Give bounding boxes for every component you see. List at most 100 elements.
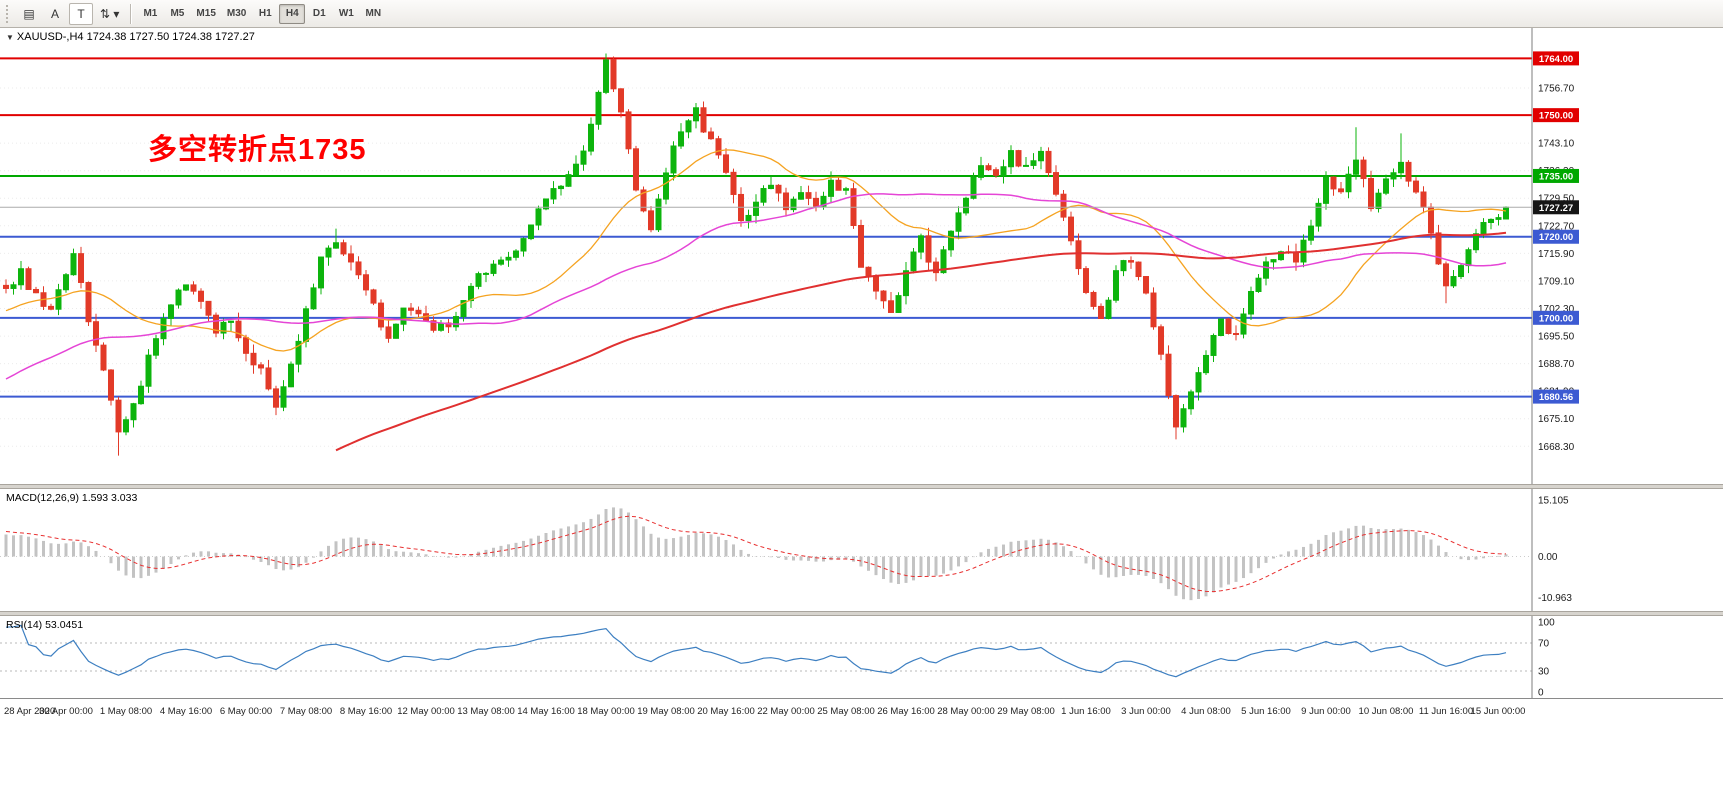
- timeframe-button-d1[interactable]: D1: [312, 8, 326, 19]
- timeframe-button-m30[interactable]: M30: [226, 8, 247, 19]
- price-tick-label: 1709.10: [1538, 276, 1575, 287]
- toolbar-separator: [130, 3, 132, 24]
- time-axis-label: 12 May 00:00: [397, 706, 455, 717]
- timeframe-button-m15[interactable]: M15: [196, 8, 216, 19]
- toolbar-grip[interactable]: [6, 4, 11, 23]
- chart-annotation-text[interactable]: 多空转折点1735: [148, 134, 367, 166]
- macd-signal-line: [5, 515, 1507, 593]
- price-tick-label: 1756.70: [1538, 83, 1575, 94]
- time-axis-label: 14 May 16:00: [517, 706, 575, 717]
- rsi-axis[interactable]: 100 70 30 0: [1538, 618, 1555, 699]
- time-axis-label: 5 Jun 16:00: [1241, 706, 1291, 717]
- current-price-badge[interactable]: 1727.27: [1533, 200, 1579, 215]
- time-axis-label: 15 Jun 00:00: [1470, 706, 1526, 717]
- main-chart-panel: 1756.701743.101736.301729.501722.701715.…: [0, 28, 1723, 484]
- price-tick-label: 1688.70: [1538, 359, 1575, 370]
- time-axis-label: 10 Jun 08:00: [1358, 706, 1414, 717]
- svg-text:1750.00: 1750.00: [1539, 111, 1573, 122]
- toolbar-cycle-lines-icon[interactable]: ⇅ ▾: [100, 6, 120, 21]
- chevron-down-icon[interactable]: ▼: [6, 33, 14, 42]
- svg-text:1727.27: 1727.27: [1539, 203, 1573, 214]
- macd-axis[interactable]: 15.105 0.00 -10.963: [1538, 496, 1572, 604]
- time-axis-label: 29 May 08:00: [997, 706, 1055, 717]
- svg-text:1680.56: 1680.56: [1539, 392, 1573, 403]
- time-axis-label: 8 May 16:00: [339, 706, 393, 717]
- price-tick-label: 1729.50: [1538, 194, 1575, 205]
- price-level-badge-1764.00[interactable]: 1764.00: [1533, 51, 1579, 66]
- price-level-badge-1700.00[interactable]: 1700.00: [1533, 310, 1579, 325]
- toolbar-indicators-icon[interactable]: ▤: [23, 6, 35, 21]
- price-tick-label: 1668.30: [1538, 442, 1575, 453]
- rsi-chart-surface[interactable]: 100 70 30 0: [0, 616, 1723, 698]
- macd-indicator-label: MACD(12,26,9) 1.593 3.033: [6, 492, 138, 504]
- time-axis[interactable]: 28 Apr 2020 30 Apr 00:00 1 May 08:00 4 May …: [0, 698, 1723, 724]
- time-axis-label: 30 Apr 00:00: [39, 706, 93, 717]
- ma-mid-line: [5, 193, 1507, 380]
- toolbar-text-label-icon[interactable]: A: [50, 6, 59, 21]
- time-axis-label: 6 May 00:00: [219, 706, 273, 717]
- ma-fast-line: [5, 149, 1507, 352]
- time-axis-label: 28 May 00:00: [937, 706, 995, 717]
- price-tick-label: 1702.30: [1538, 304, 1575, 315]
- price-tick-label: 1743.10: [1538, 139, 1575, 150]
- time-axis-label: 13 May 08:00: [457, 706, 515, 717]
- rsi-tick-label: 70: [1538, 639, 1550, 650]
- time-axis-label: 9 Jun 00:00: [1301, 706, 1351, 717]
- panel-splitter[interactable]: [0, 611, 1723, 616]
- svg-text:1700.00: 1700.00: [1539, 313, 1573, 324]
- timeframe-button-h1[interactable]: H1: [258, 8, 272, 19]
- time-axis-label: 1 Jun 16:00: [1061, 706, 1111, 717]
- time-axis-label: 4 Jun 08:00: [1181, 706, 1231, 717]
- timeframe-button-m1[interactable]: M1: [143, 8, 158, 19]
- timeframe-button-w1[interactable]: W1: [338, 8, 354, 19]
- toolbar: ▤ A T ⇅ ▾ M1 M5 M15 M30 H1 H4 D1 W1 MN: [0, 0, 1723, 28]
- toolbar-text-box-icon[interactable]: T: [69, 2, 93, 25]
- panel-splitter[interactable]: [0, 484, 1723, 489]
- macd-chart-surface[interactable]: 15.105 0.00 -10.963: [0, 489, 1723, 611]
- time-axis-label: 26 May 16:00: [877, 706, 935, 717]
- toolbar-icon-group: ▤ A T ⇅ ▾: [17, 2, 124, 25]
- svg-text:1720.00: 1720.00: [1539, 232, 1573, 243]
- bottom-empty-area: [0, 724, 1723, 794]
- time-axis-label: 7 May 08:00: [279, 706, 333, 717]
- price-tick-label: 1695.50: [1538, 332, 1575, 343]
- candlestick-series[interactable]: [3, 53, 1509, 456]
- price-tick-label: 1675.10: [1538, 414, 1575, 425]
- timeframe-button-group: M1 M5 M15 M30 H1 H4 D1 W1 MN: [137, 3, 386, 24]
- time-axis-label: 18 May 00:00: [577, 706, 635, 717]
- timeframe-button-m5[interactable]: M5: [170, 8, 185, 19]
- time-axis-label: 28 Apr 2020: [4, 706, 56, 717]
- rsi-tick-label: 0: [1538, 688, 1544, 699]
- rsi-line: [5, 624, 1507, 678]
- rsi-indicator-label: RSI(14) 53.0451: [6, 619, 84, 631]
- macd-tick-label: 15.105: [1538, 496, 1569, 507]
- macd-histogram: [4, 507, 1508, 601]
- macd-tick-label: 0.00: [1538, 552, 1558, 563]
- symbol-info-text: XAUUSD-,H4 1724.38 1727.50 1724.38 1727.…: [16, 31, 255, 43]
- rsi-tick-label: 100: [1538, 618, 1555, 629]
- time-axis-label: 3 Jun 00:00: [1121, 706, 1171, 717]
- time-axis-label: 19 May 08:00: [637, 706, 695, 717]
- main-chart-surface[interactable]: 1756.701743.101736.301729.501722.701715.…: [0, 28, 1723, 484]
- macd-tick-label: -10.963: [1538, 593, 1572, 604]
- timeframe-button-mn[interactable]: MN: [365, 8, 382, 19]
- timeframe-button-h4[interactable]: H4: [279, 3, 306, 24]
- chart-ohlc-readout: ▼ XAUUSD-,H4 1724.38 1727.50 1724.38 1727…: [6, 31, 255, 43]
- time-axis-label: 20 May 16:00: [697, 706, 755, 717]
- time-axis-label: 25 May 08:00: [817, 706, 875, 717]
- price-level-badge-1720.00[interactable]: 1720.00: [1533, 229, 1579, 244]
- time-axis-label: 4 May 16:00: [159, 706, 213, 717]
- svg-text:1735.00: 1735.00: [1539, 171, 1573, 182]
- time-axis-label: 1 May 08:00: [99, 706, 153, 717]
- price-level-badge-1680.56[interactable]: 1680.56: [1533, 389, 1579, 404]
- ma-slow-line: [335, 231, 1507, 452]
- horizontal-level-lines[interactable]: [0, 57, 1532, 398]
- price-level-badge-1750.00[interactable]: 1750.00: [1533, 108, 1579, 123]
- price-level-badge-1735.00[interactable]: 1735.00: [1533, 168, 1579, 183]
- rsi-panel: 100 70 30 0 RSI(14) 53.0451: [0, 616, 1723, 698]
- time-axis-label: 22 May 00:00: [757, 706, 815, 717]
- price-tick-label: 1715.90: [1538, 249, 1575, 260]
- time-axis-label: 11 Jun 16:00: [1418, 706, 1474, 717]
- rsi-tick-label: 30: [1538, 667, 1550, 678]
- macd-panel: 15.105 0.00 -10.963 MACD(12,26,9) 1.593 3.…: [0, 489, 1723, 611]
